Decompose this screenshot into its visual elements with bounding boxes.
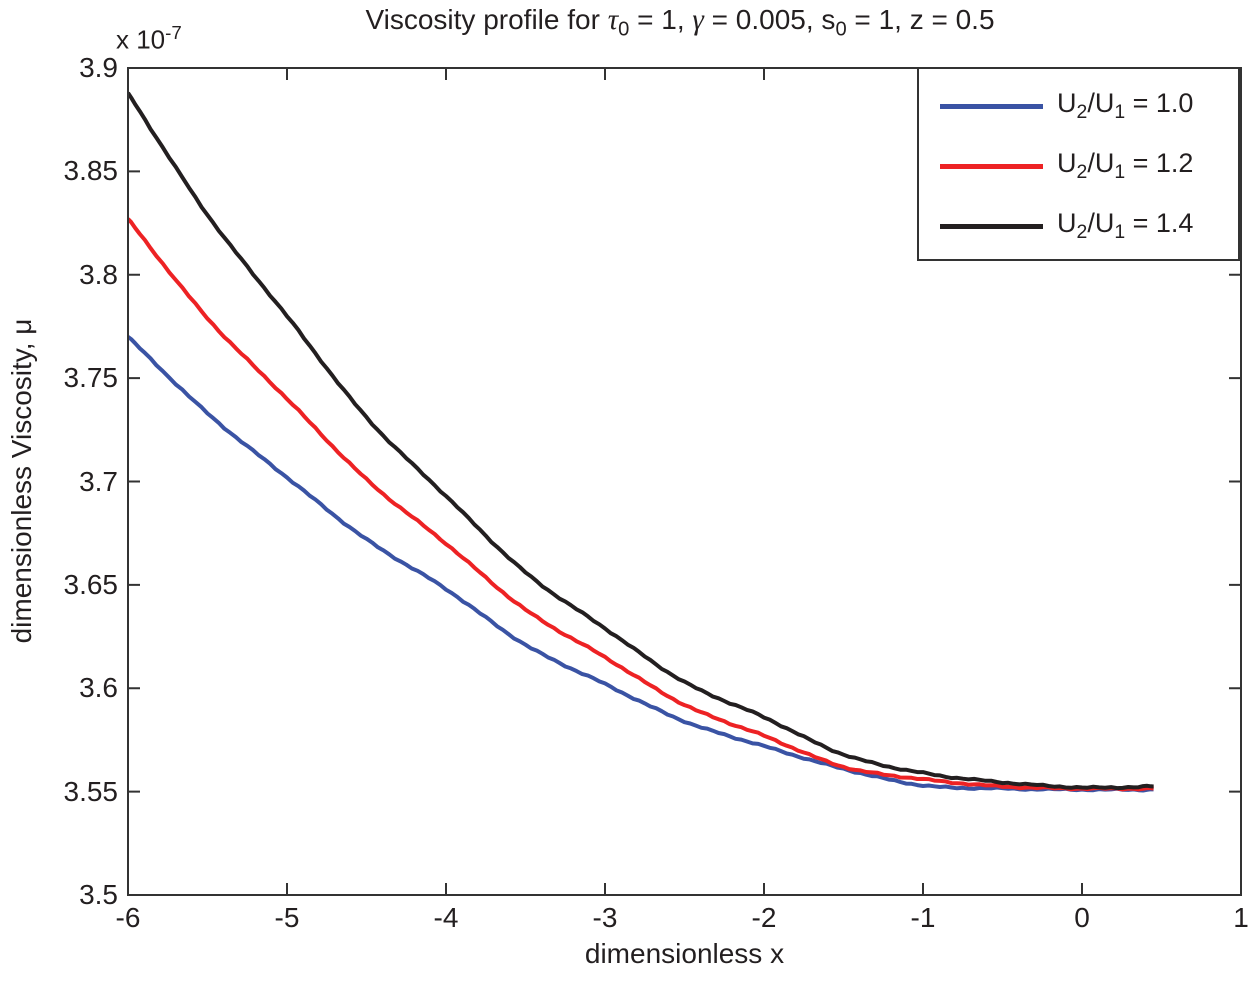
- x-tick-label: -2: [751, 902, 777, 933]
- text-part: 1: [1114, 221, 1126, 244]
- x-tick-label: 0: [1074, 902, 1090, 933]
- text-part: U: [1057, 87, 1077, 118]
- text-part: 0: [618, 18, 630, 41]
- legend-line-swatch: [940, 223, 1043, 229]
- legend-entry: U2/U1 = 1.0: [919, 76, 1238, 136]
- legend-box: U2/U1 = 1.0 U2/U1 = 1.2 U2/U1 = 1.4: [917, 67, 1240, 261]
- x-axis-label: dimensionless x: [584, 938, 785, 969]
- text-part: 1: [1114, 161, 1126, 184]
- legend-label: U2/U1 = 1.0: [1057, 88, 1193, 124]
- text-part: = 0.005, s: [703, 4, 836, 35]
- text-part: 1: [1114, 101, 1126, 124]
- y-axis-exponent-label: x 10-7: [116, 22, 182, 55]
- text-part: x 10: [116, 24, 166, 55]
- legend-label: U2/U1 = 1.2: [1057, 148, 1193, 184]
- y-tick-label: 3.65: [63, 568, 119, 600]
- text-part: Viscosity profile for: [365, 4, 608, 35]
- y-tick-label: 3.75: [63, 362, 119, 394]
- series-line-u2-u1-1.0: [128, 335, 1154, 793]
- y-tick-label: 3.85: [63, 155, 119, 187]
- text-part: 2: [1076, 221, 1088, 244]
- chart-title: Viscosity profile for τ0 = 1, γ = 0.005,…: [120, 4, 1240, 41]
- text-part: U: [1057, 207, 1077, 238]
- legend-entry: U2/U1 = 1.2: [919, 136, 1238, 196]
- x-tick-label: 1: [1233, 902, 1249, 933]
- text-part: γ: [692, 4, 704, 36]
- series-line-u2-u1-1.4: [128, 91, 1154, 791]
- y-tick-label: 3.7: [79, 465, 118, 497]
- legend-line-swatch: [940, 103, 1043, 109]
- text-part: 0: [835, 18, 847, 41]
- legend-label: U2/U1 = 1.4: [1057, 208, 1193, 244]
- text-part: = 1.0: [1125, 87, 1194, 118]
- x-tick-label: -6: [115, 902, 141, 933]
- text-part: = 1, z = 0.5: [846, 4, 995, 35]
- x-tick-label: -3: [592, 902, 618, 933]
- y-tick-label: 3.55: [63, 775, 119, 807]
- text-part: = 1.2: [1125, 147, 1194, 178]
- legend-entry: U2/U1 = 1.4: [919, 196, 1238, 256]
- text-part: 2: [1076, 161, 1088, 184]
- text-part: τ: [607, 4, 619, 36]
- legend-line-swatch: [940, 163, 1043, 169]
- text-part: = 1,: [629, 4, 693, 35]
- text-part: -7: [165, 22, 182, 43]
- y-tick-label: 3.6: [79, 672, 118, 704]
- text-part: = 1.4: [1125, 207, 1194, 238]
- text-part: /U: [1087, 87, 1115, 118]
- text-part: /U: [1087, 147, 1115, 178]
- y-tick-label: 3.9: [79, 52, 118, 83]
- curves-group: [128, 91, 1154, 793]
- x-tick-label: -1: [910, 902, 936, 933]
- plot-border-box: [127, 67, 1242, 896]
- text-part: U: [1057, 147, 1077, 178]
- y-tick-label: 3.5: [79, 879, 118, 910]
- x-tick-label: -5: [274, 902, 300, 933]
- series-line-u2-u1-1.2: [128, 217, 1154, 792]
- y-tick-label: 3.8: [79, 258, 118, 290]
- text-part: /U: [1087, 207, 1115, 238]
- x-tick-label: -4: [433, 902, 459, 933]
- text-part: 2: [1076, 101, 1088, 124]
